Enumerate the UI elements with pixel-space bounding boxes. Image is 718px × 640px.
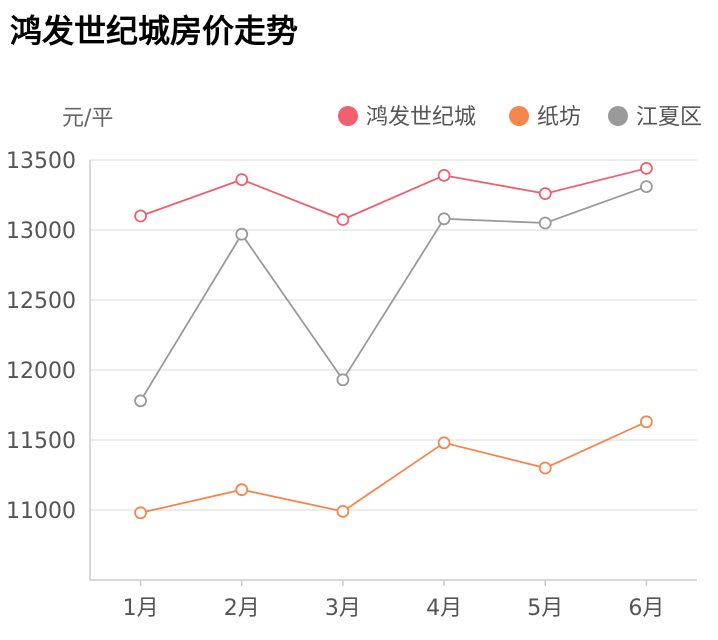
legend-label: 江夏区 — [636, 105, 702, 130]
x-tick-label: 5月 — [527, 596, 563, 621]
data-point[interactable] — [235, 483, 249, 497]
data-point[interactable] — [437, 436, 451, 450]
data-point[interactable] — [640, 415, 653, 429]
y-tick-label: 11500 — [6, 429, 76, 454]
data-point[interactable] — [134, 394, 147, 408]
series-line — [140, 420, 647, 514]
data-point[interactable] — [538, 187, 552, 201]
y-tick-labels: 11000 11500 12000 12500 13000 13500 — [6, 149, 76, 524]
legend-item[interactable]: 鸿发世纪城 — [338, 105, 476, 130]
series-3 — [134, 180, 653, 408]
y-tick-label: 12000 — [6, 359, 76, 384]
data-point[interactable] — [437, 212, 451, 226]
legend-item[interactable]: 江夏区 — [608, 105, 702, 130]
data-point[interactable] — [235, 173, 249, 187]
data-point[interactable] — [134, 209, 147, 223]
x-tick-labels: 1月 2月 3月 4月 5月 6月 — [123, 580, 664, 621]
y-tick-label: 11000 — [6, 499, 76, 524]
chart-title: 鸿发世纪城房价走势 — [10, 12, 299, 50]
series-1 — [134, 161, 653, 226]
data-point[interactable] — [538, 461, 552, 475]
series-2 — [134, 415, 653, 520]
data-point[interactable] — [640, 180, 653, 194]
y-tick-label: 13500 — [6, 149, 76, 174]
x-tick-label: 6月 — [628, 596, 664, 621]
x-tick-label: 4月 — [426, 596, 462, 621]
legend-marker — [338, 106, 358, 126]
data-point[interactable] — [538, 216, 552, 230]
legend-marker — [509, 106, 529, 126]
data-point[interactable] — [336, 504, 350, 518]
x-tick-label: 3月 — [325, 596, 361, 621]
y-tick-label: 12500 — [6, 289, 76, 314]
x-tick-label: 2月 — [224, 596, 260, 621]
legend-label: 纸坊 — [537, 105, 581, 130]
series-group — [134, 161, 653, 520]
legend-item[interactable]: 纸坊 — [509, 105, 581, 130]
y-axis-label: 元/平 — [62, 106, 113, 131]
data-point[interactable] — [235, 227, 249, 241]
legend[interactable]: 鸿发世纪城 纸坊 江夏区 — [338, 105, 702, 130]
series-line — [139, 185, 647, 402]
x-tick-label: 1月 — [123, 596, 159, 621]
data-point[interactable] — [336, 373, 350, 387]
legend-label: 鸿发世纪城 — [366, 105, 476, 130]
data-point[interactable] — [336, 213, 350, 226]
y-tick-label: 13000 — [6, 219, 76, 244]
data-point[interactable] — [640, 161, 653, 175]
axes — [89, 160, 697, 581]
data-point[interactable] — [437, 168, 451, 182]
series-line — [140, 167, 647, 221]
data-point[interactable] — [134, 506, 147, 520]
legend-marker — [608, 106, 628, 126]
